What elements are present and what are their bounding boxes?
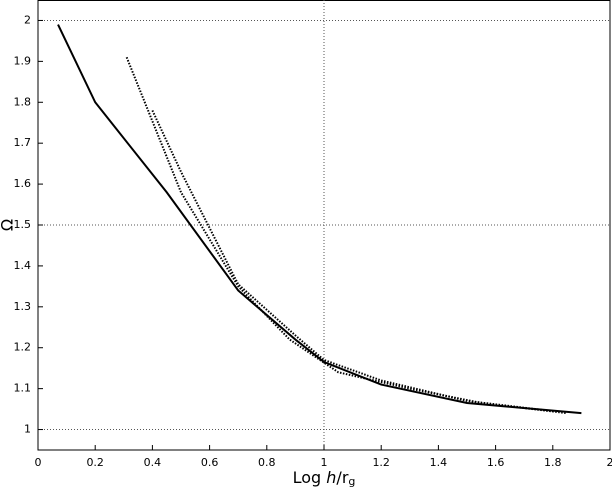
x-label-part: /r <box>336 468 348 487</box>
x-tick-label: 1 <box>321 456 328 469</box>
x-tick-label: 1.6 <box>487 456 505 469</box>
y-tick-label: 1.1 <box>14 382 32 395</box>
x-tick-label: 0 <box>35 456 42 469</box>
x-tick-label: 0.2 <box>86 456 104 469</box>
y-tick-label: 1.6 <box>14 177 32 190</box>
x-tick-label: 1.8 <box>544 456 562 469</box>
y-tick-label: 1.2 <box>14 341 32 354</box>
series-line <box>57 24 582 415</box>
x-tick-label: 2 <box>607 456 612 469</box>
x-label-part: Log <box>293 468 327 487</box>
y-tick-label: 1.9 <box>14 54 32 67</box>
series-line <box>125 56 568 415</box>
x-tick-label: 0.6 <box>201 456 219 469</box>
y-tick-label: 1.4 <box>14 259 32 272</box>
y-tick-label: 1 <box>24 423 31 436</box>
x-tick-label: 1.2 <box>372 456 390 469</box>
x-tick-label: 0.4 <box>144 456 162 469</box>
series-line <box>151 110 553 413</box>
x-tick-label: 0.8 <box>258 456 276 469</box>
y-tick-label: 2 <box>24 13 31 26</box>
x-tick-label: 1.4 <box>430 456 448 469</box>
y-axis-label: Ω <box>0 219 17 231</box>
y-tick-label: 1.8 <box>14 95 32 108</box>
y-tick-label: 1.3 <box>14 300 32 313</box>
x-axis-label: Log h/rg <box>293 468 356 489</box>
y-tick-label: 1.7 <box>14 136 32 149</box>
x-label-part: g <box>348 475 355 488</box>
y-tick-label: 1.5 <box>14 218 32 231</box>
x-label-part: h <box>326 468 336 487</box>
